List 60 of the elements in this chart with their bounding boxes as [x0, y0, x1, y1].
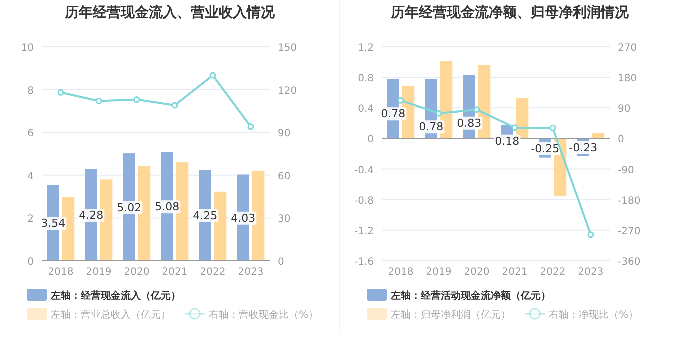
data-label: 5.02	[117, 201, 142, 214]
y2-tick-label: 30	[278, 214, 291, 226]
y-tick-label: 4	[28, 171, 34, 182]
y2-tick-label: -360	[618, 257, 641, 268]
y2-tick-label: 90	[618, 104, 631, 116]
y2-tick-label: 90	[278, 128, 291, 140]
y2-tick-label: -270	[618, 226, 641, 238]
data-label: 3.54	[41, 217, 66, 230]
data-label: 0.18	[495, 134, 520, 148]
x-tick-label: 2019	[86, 267, 112, 278]
y-tick-label: 2	[28, 214, 34, 226]
y-tick-label: 8	[28, 86, 34, 97]
y2-tick-label: 120	[278, 86, 298, 97]
y2-tick-label: 0	[278, 257, 284, 268]
y-tick-label: 0	[368, 134, 374, 146]
x-tick-label: 2020	[124, 267, 150, 278]
y-tick-label: 10	[21, 43, 34, 54]
y-tick-label: 1.2	[358, 43, 374, 54]
x-tick-label: 2022	[200, 267, 226, 278]
x-tick-label: 2023	[578, 267, 604, 278]
y2-tick-label: 150	[278, 43, 298, 54]
x-tick-label: 2020	[464, 267, 490, 278]
y2-tick-label: 180	[618, 74, 638, 85]
x-tick-label: 2022	[540, 267, 566, 278]
chart-title: 历年经营现金流入、营业收入情况	[64, 4, 276, 21]
data-label: 4.25	[193, 210, 218, 223]
y2-tick-label: 270	[618, 43, 638, 54]
x-tick-label: 2018	[48, 267, 74, 278]
data-label: -0.23	[569, 142, 598, 155]
data-label: 0.78	[419, 120, 444, 134]
y-tick-label: 0.8	[358, 74, 374, 85]
chart-title: 历年经营现金流净额、归母净利润情况	[390, 4, 630, 21]
y2-tick-label: 60	[278, 171, 291, 182]
y2-tick-label: -90	[618, 165, 634, 176]
y-tick-label: -1.2	[354, 226, 374, 238]
x-tick-label: 2021	[162, 267, 188, 278]
y-tick-label: 0	[28, 257, 34, 268]
legend-label: 左轴：营业总收入（亿元）	[51, 309, 171, 321]
y-tick-label: -0.8	[354, 196, 374, 207]
legend-label: 左轴：经营现金流入（亿元）	[50, 290, 181, 302]
y-tick-label: 0.4	[358, 104, 374, 116]
y-tick-label: -0.4	[354, 165, 374, 176]
data-label: 0.83	[457, 116, 482, 130]
x-tick-label: 2018	[388, 267, 414, 278]
y-tick-label: -1.6	[354, 257, 374, 268]
data-label: 4.28	[79, 209, 104, 222]
legend-label: 右轴：营收现金比（%）	[209, 309, 319, 321]
data-label: 5.08	[155, 200, 180, 214]
y-tick-label: 6	[28, 128, 34, 140]
x-tick-label: 2019	[426, 267, 452, 278]
legend-label: 左轴：归母净利润（亿元）	[391, 309, 511, 321]
data-label: 0.78	[381, 108, 406, 121]
data-label: -0.25	[531, 142, 560, 156]
y2-tick-label: -180	[618, 196, 641, 207]
x-tick-label: 2021	[502, 267, 528, 278]
data-label: 4.03	[231, 212, 256, 225]
legend-label: 左轴：经营活动现金流净额（亿元）	[390, 290, 551, 302]
legend-label: 右轴：净现比（%）	[549, 309, 639, 321]
x-tick-label: 2023	[238, 267, 264, 278]
y2-tick-label: 0	[618, 134, 624, 146]
